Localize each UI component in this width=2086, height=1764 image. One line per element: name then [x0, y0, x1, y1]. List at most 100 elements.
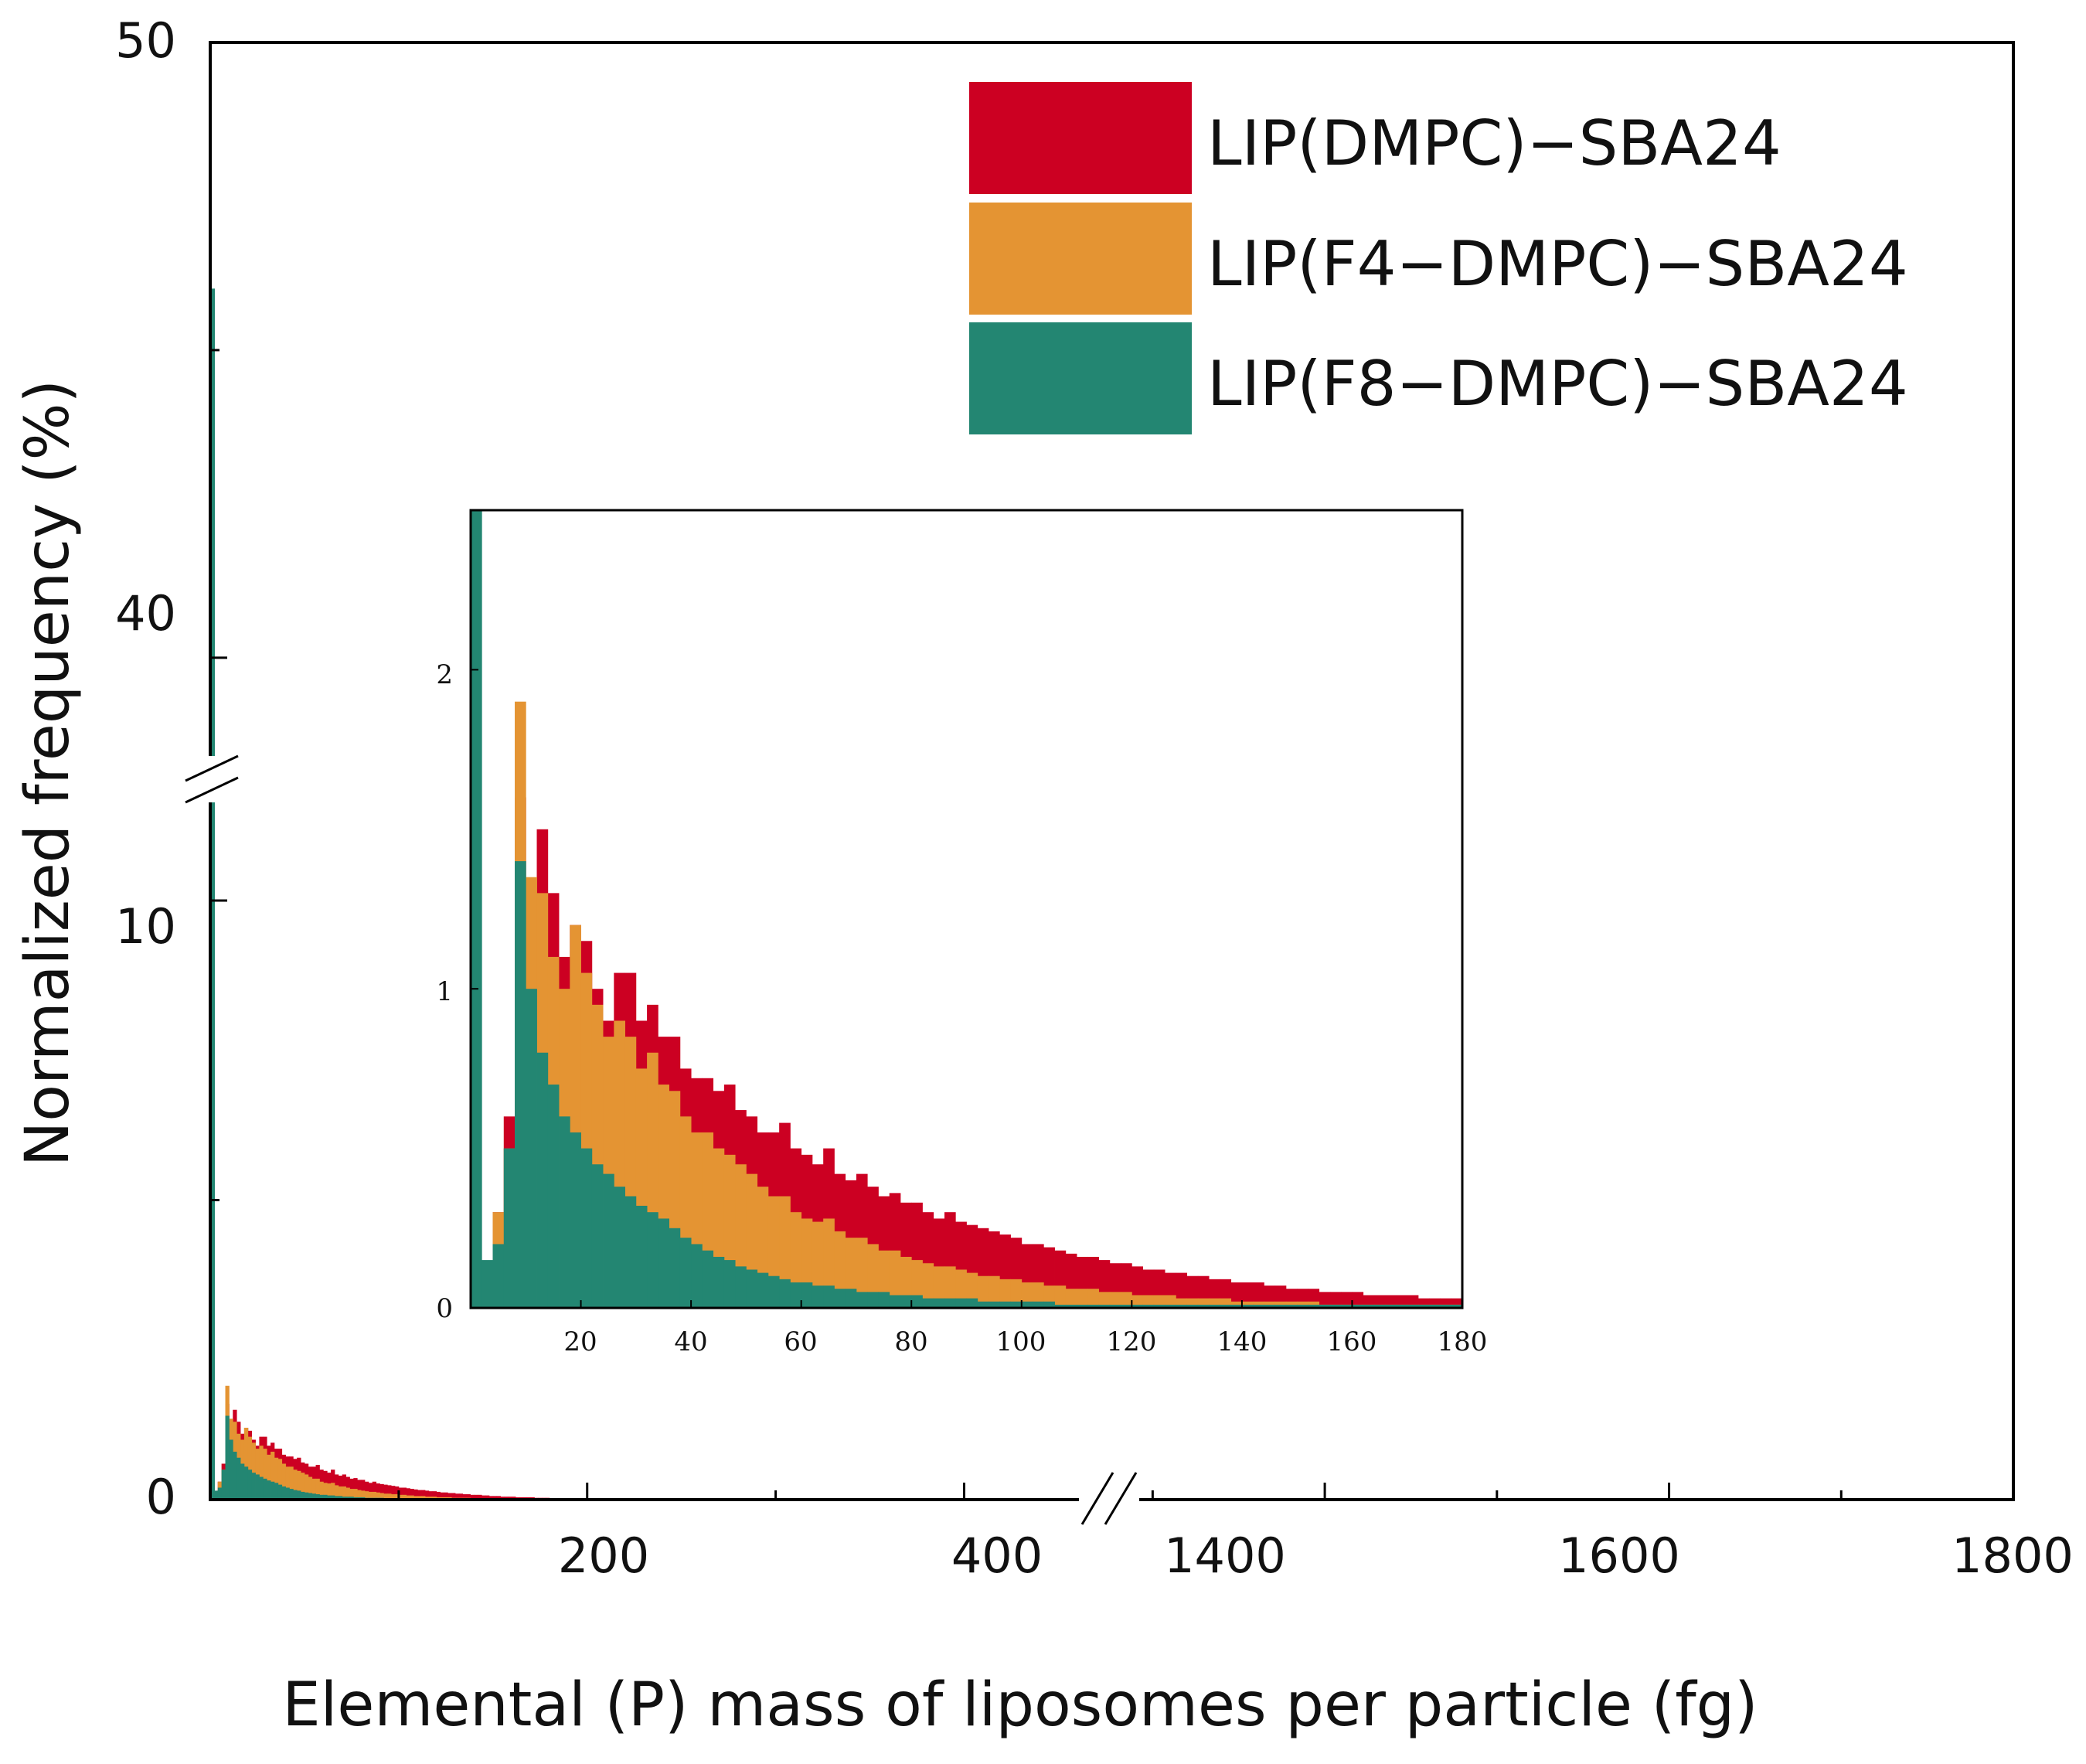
main-bar — [361, 1490, 366, 1500]
inset-bar — [1109, 1292, 1121, 1308]
main-bar — [274, 1457, 279, 1500]
inset-bar — [889, 1295, 901, 1308]
inset-histogram-bars — [471, 510, 1463, 1308]
inset-bar — [1319, 1292, 1331, 1308]
main-bar — [255, 1449, 260, 1500]
main-bar — [398, 1494, 403, 1500]
main-bar — [488, 1496, 494, 1500]
inset-bar — [834, 1289, 846, 1308]
main-bar — [247, 1436, 253, 1500]
main-bar — [353, 1489, 358, 1500]
main-bar — [383, 1484, 388, 1500]
main-histogram-bars — [210, 288, 550, 1500]
inset-bar — [735, 1266, 747, 1308]
main-bar — [315, 1478, 320, 1500]
inset-x-tick-label-20: 20 — [563, 1326, 597, 1357]
inset-bar — [966, 1298, 978, 1308]
main-bar — [267, 1454, 271, 1500]
main-bar — [364, 1481, 369, 1500]
inset-bar — [492, 1244, 505, 1308]
inset-bar — [559, 1116, 570, 1308]
main-bar — [391, 1494, 396, 1500]
x-tick-label-400: 400 — [951, 1527, 1043, 1584]
inset-bar — [1373, 1304, 1386, 1308]
main-bar — [440, 1492, 444, 1500]
inset-bar — [779, 1279, 791, 1308]
inset-bar — [1230, 1304, 1243, 1308]
main-bar — [425, 1490, 430, 1500]
main-bar — [372, 1481, 376, 1500]
inset-bar — [679, 1238, 692, 1308]
inset-bar — [933, 1298, 945, 1308]
y-axis-break — [182, 754, 239, 804]
x-axis-title: Elemental (P) mass of liposomes per part… — [282, 1670, 1758, 1740]
x-tick-label-1400: 1400 — [1164, 1527, 1286, 1584]
inset-x-tick-label-80: 80 — [894, 1326, 927, 1357]
main-bar — [496, 1496, 501, 1500]
main-bar — [315, 1494, 320, 1500]
main-bar — [482, 1495, 486, 1500]
inset-bar — [1385, 1304, 1397, 1308]
main-bar — [247, 1469, 253, 1500]
main-bar — [421, 1490, 426, 1500]
inset-bar — [977, 1301, 989, 1308]
inset-bar — [944, 1298, 956, 1308]
main-bar — [301, 1473, 305, 1500]
main-bar — [285, 1487, 290, 1500]
inset-bar — [1087, 1289, 1099, 1308]
main-bar — [447, 1493, 452, 1500]
main-bar — [379, 1483, 384, 1500]
main-bar — [376, 1492, 380, 1500]
inset-frame — [469, 509, 1464, 1309]
inset-bar — [1241, 1304, 1254, 1308]
main-bar — [323, 1483, 328, 1500]
legend-swatch-f8-dmpc — [969, 322, 1192, 434]
main-bar — [334, 1485, 339, 1500]
y-tick-label-40: 40 — [115, 585, 176, 642]
inset-bar — [1054, 1304, 1067, 1308]
inset-bar — [1319, 1304, 1331, 1308]
inset-bar — [911, 1295, 923, 1308]
inset-x-tick-label-100: 100 — [996, 1326, 1046, 1357]
inset-bar — [1065, 1304, 1077, 1308]
main-bar — [263, 1449, 267, 1500]
main-bar — [327, 1483, 332, 1500]
inset-bar — [658, 1218, 669, 1308]
main-bar — [436, 1491, 441, 1500]
inset-bar — [471, 510, 482, 1308]
inset-x-tick-label-60: 60 — [784, 1326, 817, 1357]
main-bar — [466, 1494, 471, 1500]
inset-bar — [757, 1272, 769, 1308]
inset-bar — [1165, 1304, 1176, 1308]
main-bar — [277, 1459, 283, 1500]
inset-x-tick-label-120: 120 — [1107, 1326, 1157, 1357]
main-bar — [285, 1466, 290, 1500]
main-bar — [458, 1493, 464, 1500]
main-bar — [240, 1463, 245, 1500]
main-bar — [474, 1494, 478, 1500]
main-bar — [281, 1486, 286, 1500]
inset-bar — [1329, 1304, 1342, 1308]
inset-bar — [1264, 1304, 1276, 1308]
main-bar — [410, 1495, 414, 1500]
inset-bar — [1077, 1304, 1088, 1308]
inset-bar — [526, 989, 537, 1308]
main-bar — [311, 1478, 316, 1500]
inset-bar — [482, 1260, 493, 1308]
main-bar — [402, 1494, 407, 1500]
inset-bar — [591, 1164, 604, 1308]
inset-bar — [1098, 1304, 1111, 1308]
inset-bar — [1363, 1304, 1375, 1308]
inset-x-tick-label-40: 40 — [674, 1326, 707, 1357]
inset-bar — [999, 1279, 1011, 1308]
inset-bar — [955, 1298, 967, 1308]
main-bar — [251, 1442, 256, 1500]
inset-bar — [977, 1275, 989, 1308]
inset-bar — [1121, 1292, 1132, 1308]
legend-label-f8-dmpc: LIP(F8−DMPC)−SBA24 — [1207, 348, 1908, 420]
y-axis-title: Normalized frequency (%) — [13, 380, 83, 1166]
main-bar — [361, 1480, 366, 1500]
inset-bar — [1197, 1304, 1210, 1308]
main-bar — [485, 1495, 490, 1500]
main-bar — [406, 1495, 410, 1500]
